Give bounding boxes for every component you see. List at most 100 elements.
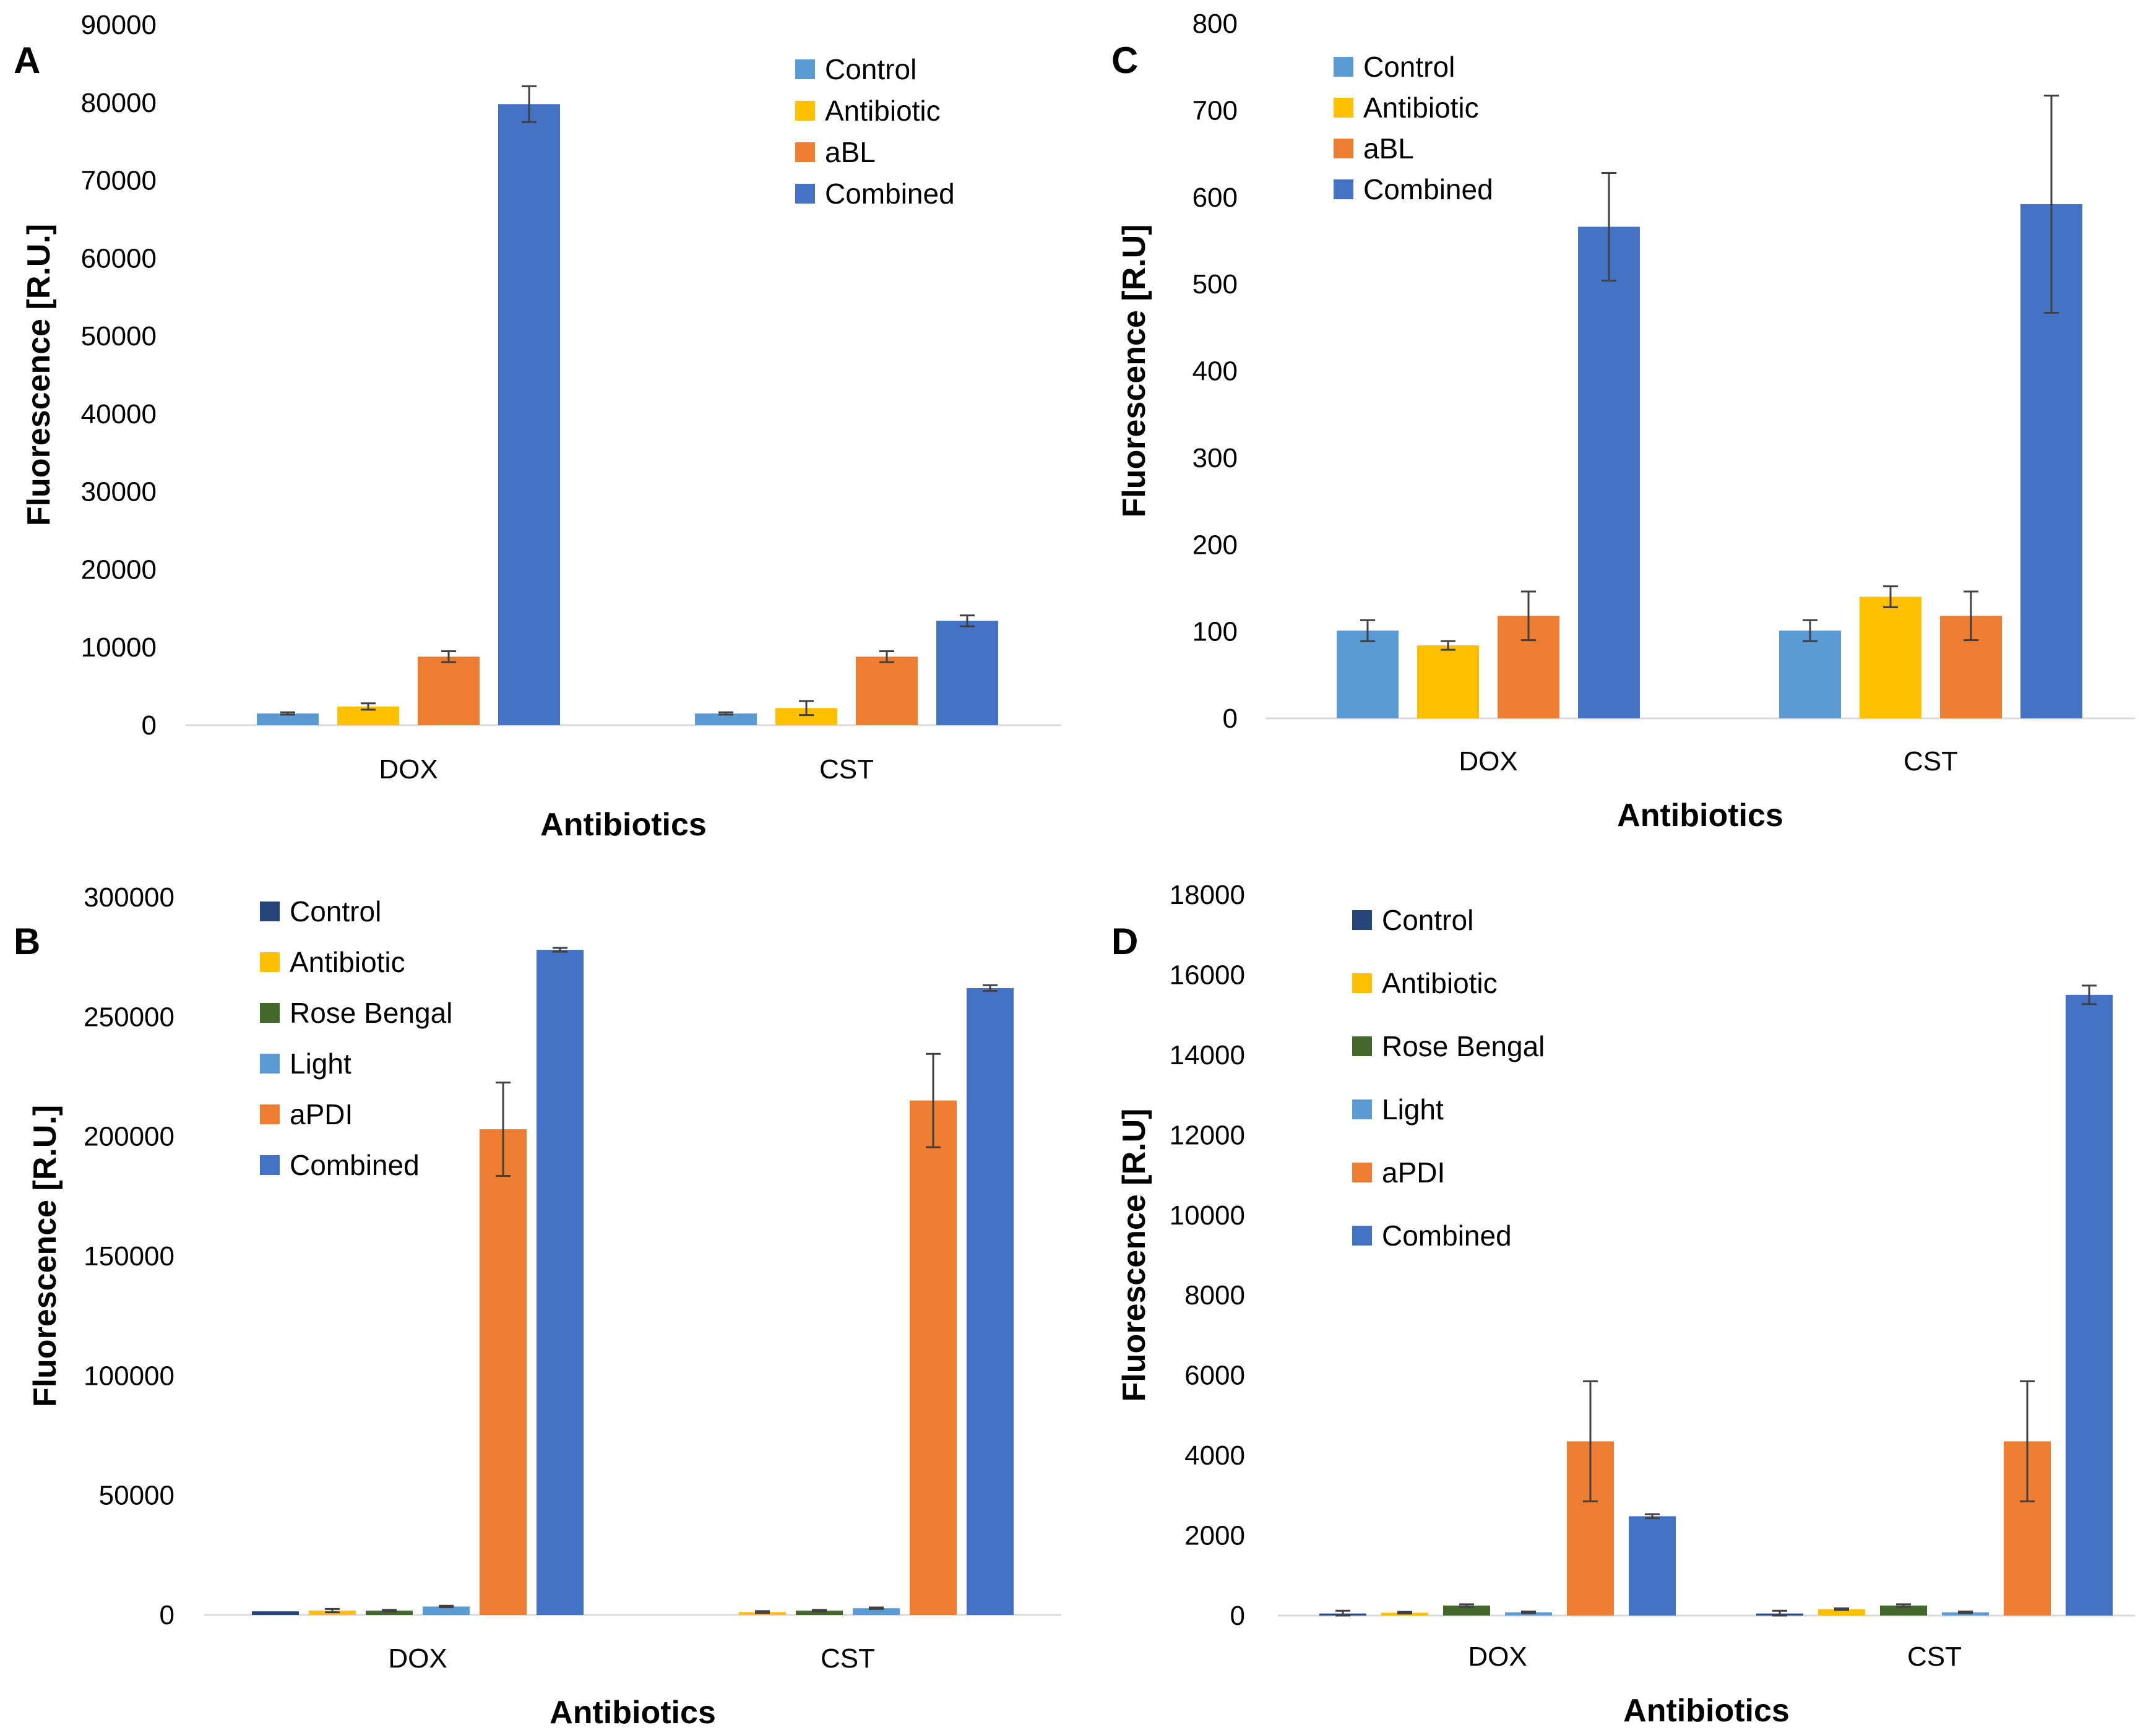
y-tick-label: 18000 (1170, 880, 1245, 910)
error-bar (1459, 1603, 1474, 1608)
bar-antibiotic-dox (1417, 645, 1479, 718)
error-bar (361, 702, 376, 711)
bar-light-dox (423, 1606, 470, 1615)
error-bar (869, 1606, 884, 1610)
bar-combined-dox (1629, 1516, 1676, 1616)
error-bar (1583, 1380, 1598, 1503)
y-tick-label: 100000 (84, 1361, 175, 1391)
legend-label: Rose Bengal (1382, 1030, 1545, 1062)
legend-label: aPDI (1382, 1156, 1445, 1189)
legend-label: Antibiotic (290, 946, 405, 978)
error-bar (441, 650, 456, 663)
bar-light-cst (853, 1608, 900, 1615)
error-bar (1964, 590, 1978, 642)
y-tick-label: 700 (1192, 95, 1238, 126)
x-axis-title: Antibiotics (1617, 798, 1783, 833)
legend-swatch (260, 1003, 280, 1023)
y-tick-label: 2000 (1184, 1521, 1245, 1551)
y-tick-label: 600 (1192, 183, 1238, 213)
legend-label: Combined (825, 178, 955, 210)
legend: Control Antibiotic Rose Bengal Light aPDI Com… (260, 895, 452, 1181)
bar-control-cst (695, 713, 757, 725)
legend: Control Antibiotic aBL Combined (1334, 51, 1493, 205)
error-bar (522, 85, 537, 123)
y-tick-label: 0 (1223, 704, 1238, 734)
panel-letter: D (1111, 921, 1138, 962)
x-axis-title: Antibiotics (1623, 1693, 1790, 1729)
legend-swatch (1334, 98, 1353, 118)
x-category-label: DOX (388, 1643, 447, 1674)
bar-abl-dox (418, 656, 480, 725)
error-bar (1834, 1607, 1849, 1611)
legend-label: Combined (1363, 173, 1493, 205)
x-category-label: DOX (1459, 746, 1517, 777)
error-bar (2020, 1380, 2035, 1503)
y-tick-label: 50000 (99, 1481, 175, 1511)
legend-swatch (260, 1155, 280, 1175)
chart-panel-d: D 0 2000 4000 6000 8000 10000 12000 14000 16000 18… (1111, 880, 2135, 1729)
error-bar (439, 1604, 454, 1609)
legend-swatch (1352, 910, 1372, 930)
legend-swatch (1352, 973, 1372, 993)
legend-swatch (1334, 179, 1353, 199)
legend-swatch (260, 902, 280, 921)
y-tick-label: 70000 (81, 166, 157, 196)
y-tick-label: 500 (1192, 269, 1238, 299)
error-bar (1360, 619, 1375, 642)
y-axis-title: Fluorescence [R.U] (1116, 225, 1152, 518)
x-axis-title: Antibiotics (540, 807, 707, 843)
error-bar (812, 1609, 827, 1612)
y-axis-title: Fluorescence [R.U.] (21, 224, 57, 526)
error-bar (1803, 619, 1818, 642)
chart-panel-a: A 0 10000 20000 30000 40000 50000 60000 70000 800… (14, 10, 1061, 843)
error-bar (755, 1610, 770, 1614)
legend-swatch (795, 59, 815, 79)
error-bar (382, 1609, 397, 1612)
y-tick-label: 80000 (81, 88, 157, 118)
y-tick-label: 0 (142, 710, 157, 741)
legend-label: aPDI (290, 1098, 353, 1130)
chart-panel-b: B 0 50000 100000 150000 200000 250000 300000 DOX… (14, 882, 1061, 1730)
y-tick-label: 300 (1192, 443, 1238, 473)
legend-swatch (795, 101, 815, 121)
x-category-label: DOX (1468, 1642, 1527, 1672)
legend: Control Antibiotic aBL Combined (795, 53, 955, 210)
bar-antibiotic-cst (1860, 596, 1921, 718)
y-tick-label: 10000 (1170, 1200, 1245, 1231)
error-bar (1521, 590, 1536, 642)
bar-control-dox (252, 1611, 299, 1615)
error-bar (1602, 171, 1616, 282)
legend-label: Light (290, 1048, 351, 1080)
bar-combined-cst (967, 988, 1014, 1615)
legend-swatch (1352, 1100, 1372, 1119)
y-tick-label: 400 (1192, 356, 1238, 387)
legend-swatch (795, 184, 815, 204)
panel-letter: B (14, 921, 40, 962)
error-bar (1521, 1611, 1536, 1614)
legend-label: Light (1382, 1093, 1444, 1125)
legend-label: Antibiotic (1363, 92, 1479, 124)
bar-combined-cst (936, 621, 998, 725)
x-category-label: CST (1904, 746, 1958, 777)
legend-label: Control (1363, 51, 1455, 83)
legend-swatch (1352, 1226, 1372, 1246)
y-tick-label: 8000 (1184, 1280, 1245, 1310)
y-tick-label: 90000 (81, 10, 157, 40)
error-bar (325, 1607, 340, 1614)
bar-rose-bengal-dox (1443, 1605, 1490, 1616)
bar-antibiotic-cst (1818, 1609, 1865, 1616)
x-axis-title: Antibiotics (550, 1695, 716, 1730)
x-category-label: CST (819, 754, 874, 785)
legend-label: Control (1382, 904, 1473, 936)
bar-rose-bengal-cst (796, 1611, 843, 1615)
legend-swatch (1334, 57, 1353, 77)
error-bar (1397, 1611, 1412, 1615)
y-tick-label: 20000 (81, 554, 157, 585)
legend-label: aBL (1363, 132, 1414, 165)
legend: Control Antibiotic Rose Bengal Light aPDI Com… (1352, 904, 1545, 1252)
panel-letter: C (1111, 40, 1138, 81)
y-tick-label: 16000 (1170, 960, 1245, 990)
error-bar (280, 711, 295, 716)
